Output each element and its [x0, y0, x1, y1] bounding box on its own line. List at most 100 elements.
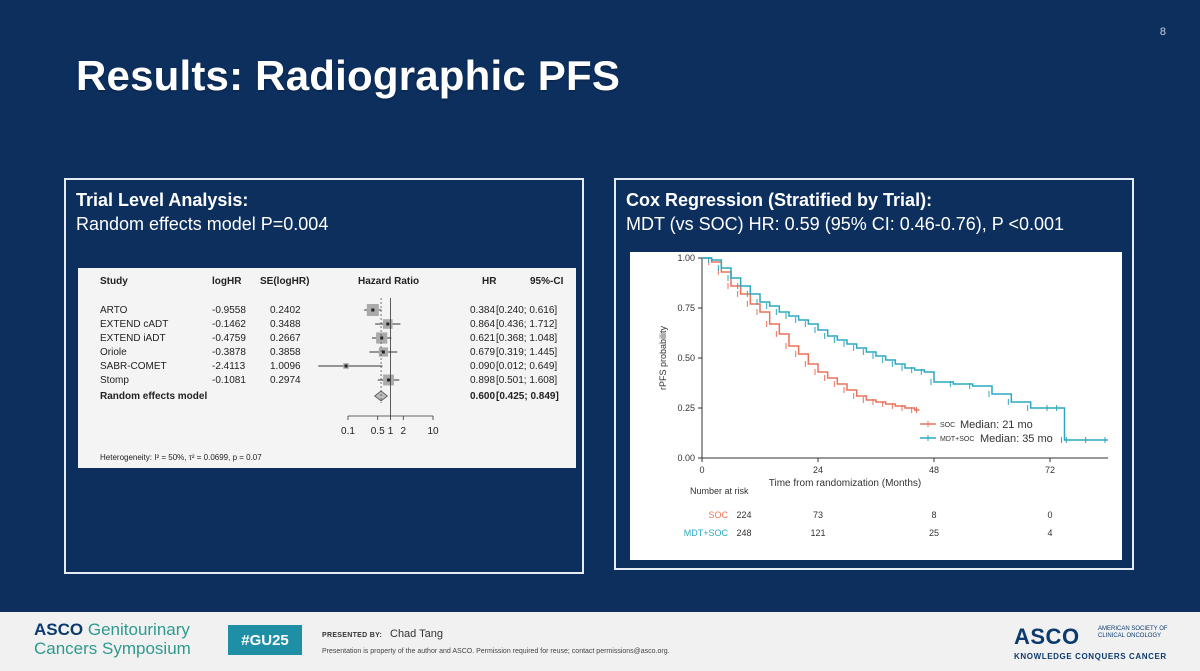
forest-loghr: -2.4113 [212, 361, 246, 372]
forest-loghr: -0.3878 [212, 347, 246, 358]
forest-point [381, 350, 385, 354]
km-x-tick-label: 72 [1045, 465, 1055, 475]
trial-level-heading: Trial Level Analysis: [76, 190, 249, 210]
forest-study-name: Oriole [100, 347, 127, 358]
cox-regression-panel: Cox Regression (Stratified by Trial): MD… [614, 178, 1134, 570]
forest-plot-svg: Study logHR SE(logHR) Hazard Ratio HR 95… [100, 276, 564, 462]
km-x-tick-label: 48 [929, 465, 939, 475]
forest-study-name: SABR-COMET [100, 361, 167, 372]
km-y-tick-label: 0.50 [677, 353, 695, 363]
asco-logo: ASCO [1014, 624, 1080, 649]
forest-header-hazard-ratio: Hazard Ratio [358, 276, 419, 287]
forest-overall-hr: 0.600 [470, 391, 495, 402]
symposium-line1: Genitourinary [87, 620, 190, 639]
km-legend-median: Median: 21 mo [960, 419, 1033, 431]
km-y-tick-label: 0.75 [677, 303, 695, 313]
forest-rows: ARTO -0.9558 0.2402 0.384 [0.240; 0.616] EXTE… [100, 304, 559, 402]
km-legend-name: SOC [940, 422, 955, 429]
forest-study-name: ARTO [100, 305, 128, 316]
forest-plot: Study logHR SE(logHR) Hazard Ratio HR 95… [78, 268, 576, 468]
forest-se: 1.0096 [270, 361, 301, 372]
forest-header-loghr: logHR [212, 276, 242, 287]
forest-point [371, 308, 375, 312]
km-y-tick-label: 0.00 [677, 453, 695, 463]
forest-ci: [0.368; 1.048] [496, 333, 557, 344]
km-chart: 0.00 0.25 0.50 0.75 1.00 0 24 48 72 Time from ran… [630, 252, 1122, 560]
forest-ci: [0.012; 0.649] [496, 361, 557, 372]
forest-header-ci: 95%-CI [530, 276, 564, 287]
forest-loghr: -0.1081 [212, 375, 246, 386]
km-legend-median: Median: 35 mo [980, 433, 1053, 445]
km-x-axis-label: Time from randomization (Months) [769, 478, 921, 489]
forest-hr: 0.621 [470, 333, 495, 344]
km-y-axis-label: rPFS probability [658, 325, 668, 390]
forest-header-study: Study [100, 276, 128, 287]
km-x-tick-label: 0 [699, 465, 704, 475]
forest-overall-label: Random effects model [100, 391, 207, 402]
forest-axis-tick-label: 1 [388, 426, 394, 437]
presenter-name: Chad Tang [390, 628, 444, 640]
km-x-tick-label: 24 [813, 465, 823, 475]
km-series-line [702, 257, 920, 411]
cox-subheading: MDT (vs SOC) HR: 0.59 (95% CI: 0.46-0.76… [626, 214, 1065, 234]
km-y-tick-label: 0.25 [677, 403, 695, 413]
forest-se: 0.2974 [270, 375, 301, 386]
slide-title: Results: Radiographic PFS [76, 52, 621, 99]
slide: 8 Results: Radiographic PFS Trial Level … [64, 26, 1166, 574]
forest-study-name: Stomp [100, 375, 129, 386]
forest-ci: [0.501; 1.608] [496, 375, 557, 386]
cox-heading: Cox Regression (Stratified by Trial): [626, 190, 933, 210]
forest-se: 0.3488 [270, 319, 301, 330]
trial-level-subheading: Random effects model P=0.004 [76, 214, 329, 234]
forest-hr: 0.864 [470, 319, 495, 330]
km-legend-name: MDT+SOC [940, 436, 974, 443]
forest-axis-tick-label: 10 [427, 426, 439, 437]
forest-se: 0.2667 [270, 333, 301, 344]
asco-word: ASCO [34, 620, 84, 639]
risk-table-value: 4 [1047, 528, 1052, 538]
risk-table-group: MDT+SOC [684, 528, 729, 538]
forest-ci: [0.240; 0.616] [496, 305, 557, 316]
forest-axis-tick-label: 0.5 [371, 426, 385, 437]
km-y-tick-label: 1.00 [677, 253, 695, 263]
asco-society-name: AMERICAN SOCIETY OF CLINICAL ONCOLOGY [1098, 626, 1168, 639]
forest-axis: 0.1 0.5 1 2 10 [341, 298, 439, 437]
risk-table-value: 121 [810, 528, 825, 538]
forest-header-hr: HR [482, 276, 497, 287]
forest-axis-tick-label: 0.1 [341, 426, 355, 437]
hashtag-badge: #GU25 [228, 625, 302, 655]
permission-notice: Presentation is property of the author a… [322, 648, 670, 655]
risk-table-value: 25 [929, 528, 939, 538]
forest-hr: 0.679 [470, 347, 495, 358]
risk-table-value: 8 [931, 510, 936, 520]
symposium-line2: Cancers Symposium [34, 639, 191, 658]
forest-loghr: -0.9558 [212, 305, 246, 316]
forest-axis-tick-label: 2 [401, 426, 407, 437]
km-plot-area [702, 258, 1108, 458]
asco-gu-logo: ASCO Genitourinary Cancers Symposium [34, 620, 191, 658]
km-series-line [702, 257, 1108, 441]
forest-ci: [0.436; 1.712] [496, 319, 557, 330]
forest-loghr: -0.4759 [212, 333, 246, 344]
forest-loghr: -0.1462 [212, 319, 246, 330]
forest-hr: 0.090 [470, 361, 495, 372]
trial-level-panel: Trial Level Analysis: Random effects mod… [64, 178, 584, 574]
risk-table-value: 248 [736, 528, 751, 538]
risk-table-value: 0 [1047, 510, 1052, 520]
forest-hr: 0.384 [470, 305, 495, 316]
forest-point [344, 364, 348, 368]
forest-heterogeneity: Heterogeneity: I² = 50%, τ² = 0.0699, p … [100, 453, 262, 462]
asco-tagline: KNOWLEDGE CONQUERS CANCER [1014, 652, 1167, 661]
forest-overall-ci: [0.425; 0.849] [496, 391, 559, 402]
risk-table-group: SOC [708, 510, 728, 520]
forest-study-name: EXTEND cADT [100, 319, 168, 330]
slide-number: 8 [1159, 26, 1166, 38]
risk-table-value: 73 [813, 510, 823, 520]
forest-point [387, 378, 391, 382]
footer: ASCO Genitourinary Cancers Symposium #GU… [0, 612, 1200, 671]
forest-se: 0.3858 [270, 347, 301, 358]
forest-se: 0.2402 [270, 305, 301, 316]
forest-hr: 0.898 [470, 375, 495, 386]
risk-table-value: 224 [736, 510, 751, 520]
